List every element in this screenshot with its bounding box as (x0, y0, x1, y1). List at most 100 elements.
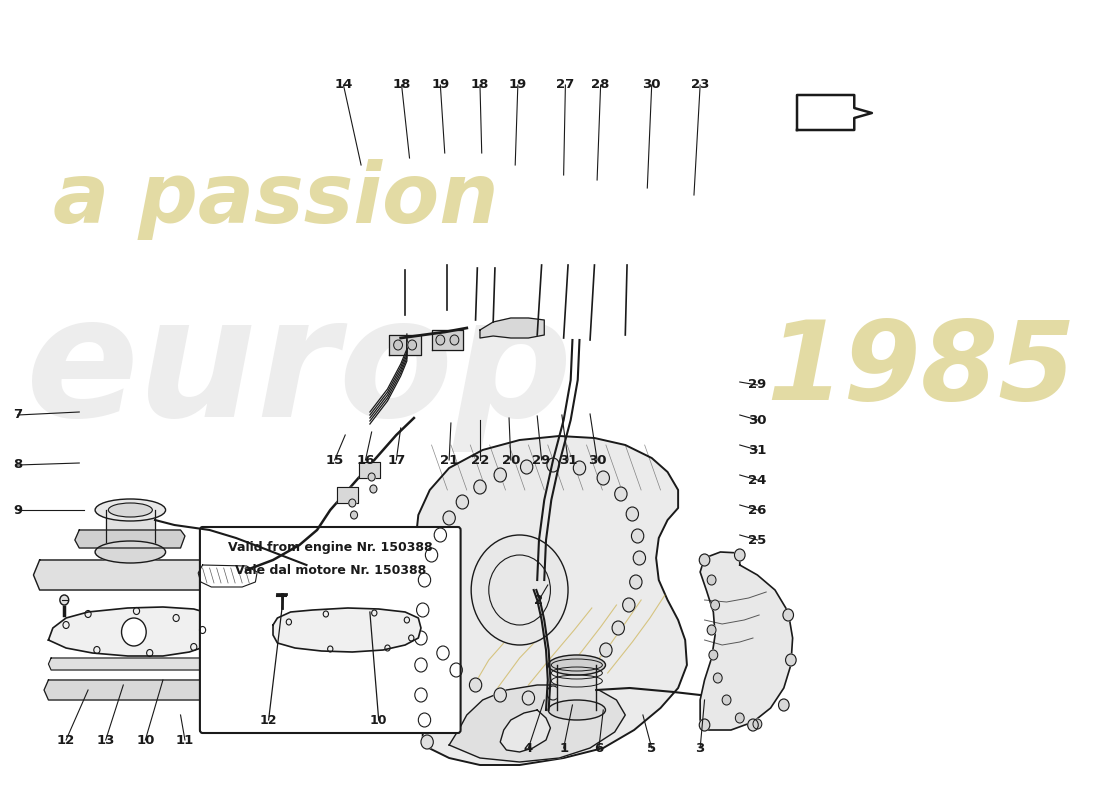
Circle shape (597, 471, 609, 485)
Circle shape (707, 575, 716, 585)
Circle shape (415, 631, 427, 645)
Text: Valid from engine Nr. 150388: Valid from engine Nr. 150388 (228, 542, 432, 554)
Circle shape (418, 573, 431, 587)
Ellipse shape (95, 541, 166, 563)
Circle shape (748, 719, 758, 731)
Circle shape (711, 600, 719, 610)
Text: 2: 2 (535, 594, 543, 606)
Text: 22: 22 (471, 454, 490, 466)
Circle shape (494, 468, 506, 482)
Polygon shape (558, 665, 596, 710)
Circle shape (437, 646, 449, 660)
Polygon shape (480, 318, 544, 338)
Circle shape (351, 511, 358, 519)
Polygon shape (198, 565, 257, 587)
Text: 13: 13 (97, 734, 114, 746)
Text: 4: 4 (524, 742, 534, 754)
Text: 17: 17 (387, 454, 406, 466)
Circle shape (573, 461, 585, 475)
Circle shape (415, 658, 427, 672)
Text: 31: 31 (748, 443, 767, 457)
Circle shape (522, 691, 535, 705)
Ellipse shape (548, 655, 605, 675)
Circle shape (520, 460, 532, 474)
Text: a passion: a passion (53, 159, 498, 241)
Circle shape (450, 663, 462, 677)
Text: 30: 30 (587, 454, 606, 466)
Text: 19: 19 (431, 78, 450, 91)
Circle shape (370, 485, 377, 493)
Circle shape (408, 340, 417, 350)
Text: 20: 20 (502, 454, 520, 466)
Text: 10: 10 (136, 734, 154, 746)
Circle shape (723, 695, 732, 705)
Circle shape (736, 713, 745, 723)
Circle shape (626, 507, 638, 521)
Circle shape (600, 643, 612, 657)
Circle shape (585, 661, 598, 675)
Text: 28: 28 (592, 78, 609, 91)
Text: 14: 14 (334, 78, 353, 91)
Circle shape (547, 458, 559, 472)
Circle shape (456, 495, 469, 509)
Circle shape (735, 549, 745, 561)
Text: 6: 6 (594, 742, 604, 754)
Circle shape (417, 603, 429, 617)
Text: 29: 29 (748, 378, 767, 391)
Circle shape (474, 480, 486, 494)
Polygon shape (33, 560, 260, 590)
Text: 29: 29 (532, 454, 551, 466)
Polygon shape (48, 658, 219, 670)
FancyBboxPatch shape (200, 527, 461, 733)
Text: 30: 30 (642, 78, 661, 91)
Circle shape (443, 511, 455, 525)
Circle shape (59, 595, 68, 605)
Circle shape (707, 625, 716, 635)
Circle shape (421, 735, 433, 749)
Text: 1: 1 (559, 742, 569, 754)
Circle shape (612, 621, 625, 635)
Circle shape (615, 487, 627, 501)
Circle shape (779, 699, 789, 711)
Circle shape (547, 686, 559, 700)
Circle shape (418, 713, 431, 727)
Polygon shape (75, 530, 185, 548)
Circle shape (634, 551, 646, 565)
Circle shape (450, 335, 459, 345)
Circle shape (783, 609, 793, 621)
Text: 23: 23 (691, 78, 710, 91)
Circle shape (568, 675, 581, 689)
Polygon shape (44, 680, 224, 700)
Circle shape (629, 575, 642, 589)
Polygon shape (500, 710, 550, 752)
Polygon shape (106, 510, 155, 552)
Circle shape (434, 528, 447, 542)
Text: 16: 16 (356, 454, 375, 466)
Text: 3: 3 (695, 742, 705, 754)
Ellipse shape (548, 700, 605, 720)
Text: 21: 21 (440, 454, 459, 466)
Bar (338, 487, 359, 503)
Circle shape (700, 554, 710, 566)
Circle shape (349, 499, 355, 507)
Circle shape (623, 598, 635, 612)
Bar (431, 330, 463, 350)
Circle shape (708, 650, 718, 660)
Text: 26: 26 (748, 503, 767, 517)
Text: 27: 27 (557, 78, 574, 91)
Circle shape (471, 535, 568, 645)
Polygon shape (48, 607, 219, 656)
Circle shape (394, 340, 403, 350)
Polygon shape (700, 552, 793, 730)
Text: 25: 25 (748, 534, 767, 546)
Text: 8: 8 (13, 458, 22, 471)
Circle shape (700, 719, 710, 731)
Text: 31: 31 (559, 454, 578, 466)
Text: europ: europ (26, 289, 574, 451)
Text: 1985: 1985 (767, 317, 1076, 423)
Polygon shape (798, 95, 872, 130)
Ellipse shape (108, 503, 153, 517)
Text: 5: 5 (647, 742, 657, 754)
Text: 11: 11 (176, 734, 194, 746)
Bar (360, 462, 381, 478)
